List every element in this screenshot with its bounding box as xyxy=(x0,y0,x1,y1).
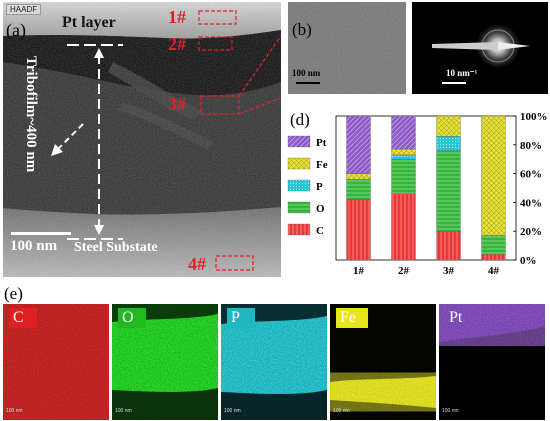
map-label-pt: Pt xyxy=(449,309,463,326)
marker-3: 3# xyxy=(168,94,186,114)
legend-label-p: P xyxy=(316,181,323,193)
map-scale-fe: 100 nm xyxy=(333,408,350,414)
map-scale-c: 100 nm xyxy=(6,408,23,414)
legend-swatch-p xyxy=(287,179,311,192)
bar-segment-c-1 xyxy=(346,199,371,261)
y-tick-label: 0% xyxy=(520,255,537,267)
legend-swatch-fe xyxy=(287,157,311,170)
panel-e-label: (e) xyxy=(4,284,23,303)
panel-b-label: (b) xyxy=(292,20,312,39)
panel-d-label: (d) xyxy=(290,110,310,129)
eds-map-fe: Fe 100 nm xyxy=(330,304,436,420)
panel-c-label: (c) xyxy=(418,20,437,39)
bar-segment-o-2 xyxy=(391,159,416,194)
bar-segment-fe-4 xyxy=(481,115,506,236)
marker-4: 4# xyxy=(188,254,206,274)
panel-a-image xyxy=(3,2,281,277)
bar-segment-fe-2 xyxy=(391,148,416,156)
x-tick-label: 4# xyxy=(488,265,500,277)
eds-map-c: C 100 nm xyxy=(3,304,109,420)
eds-map-o: O 100 nm xyxy=(112,304,218,420)
map-scale-pt: 100 nm xyxy=(442,408,459,414)
legend-label-c: C xyxy=(316,225,324,237)
composition-bar-chart: 1# 2# 3# 4# 0% 20% 40% 60% 80% 100% Pt Fe POC xyxy=(287,111,548,277)
map-label-p: P xyxy=(227,308,255,328)
bar-segment-fe-1 xyxy=(346,173,371,180)
panel-b-scale-label: 100 nm xyxy=(292,68,321,78)
y-tick-label: 40% xyxy=(520,197,542,209)
bar-segment-c-2 xyxy=(391,193,416,261)
y-tick-label: 20% xyxy=(520,226,542,238)
bar-segment-o-4 xyxy=(481,235,506,255)
bar-segment-p-2 xyxy=(391,154,416,160)
pt-layer-label: Pt layer xyxy=(62,14,116,31)
panel-a-label: (a) xyxy=(6,20,26,40)
bar-segment-o-1 xyxy=(346,179,371,200)
scale-bar-label: 100 nm xyxy=(10,238,58,254)
legend-swatch-o xyxy=(287,201,311,214)
panel-c-image xyxy=(412,2,548,94)
tribofilm-label: Tribofilm~400 nm xyxy=(23,56,39,173)
eds-map-p: P 100 nm xyxy=(221,304,327,420)
plot-frame xyxy=(335,115,517,261)
bar-segment-p-3 xyxy=(436,136,461,151)
legend-label-o: O xyxy=(316,203,325,215)
y-tick-label: 80% xyxy=(520,140,542,152)
haadf-tag: HAADF xyxy=(6,4,42,15)
bar-segment-pt-1 xyxy=(346,115,371,174)
x-tick-label: 1# xyxy=(353,265,365,277)
marker-1: 1# xyxy=(168,7,186,27)
y-tick-label: 100% xyxy=(520,111,548,123)
panel-c-scale-label: 10 nm⁻¹ xyxy=(446,68,478,78)
steel-substrate-label: Steel Substate xyxy=(74,240,158,255)
map-label-o: O xyxy=(118,308,146,328)
marker-2: 2# xyxy=(168,34,186,54)
legend-label-fe: Fe xyxy=(316,159,328,171)
map-scale-o: 100 nm xyxy=(115,408,132,414)
x-tick-label: 3# xyxy=(443,265,455,277)
legend-label-pt: Pt xyxy=(316,137,327,149)
eds-map-pt: Pt 100 nm xyxy=(439,304,545,420)
panel-b-image xyxy=(288,2,406,94)
bar-segment-pt-2 xyxy=(391,115,416,150)
legend-swatch-c xyxy=(287,223,311,236)
bar-segment-fe-3 xyxy=(436,115,461,137)
map-label-c: C xyxy=(9,308,37,328)
bar-segment-c-4 xyxy=(481,254,506,261)
y-tick-label: 60% xyxy=(520,169,542,181)
x-tick-label: 2# xyxy=(398,265,410,277)
map-scale-p: 100 nm xyxy=(224,408,241,414)
legend-swatch-pt xyxy=(287,135,311,148)
map-label-fe: Fe xyxy=(336,308,368,328)
bar-segment-o-3 xyxy=(436,150,461,232)
bar-segment-c-3 xyxy=(436,231,461,261)
